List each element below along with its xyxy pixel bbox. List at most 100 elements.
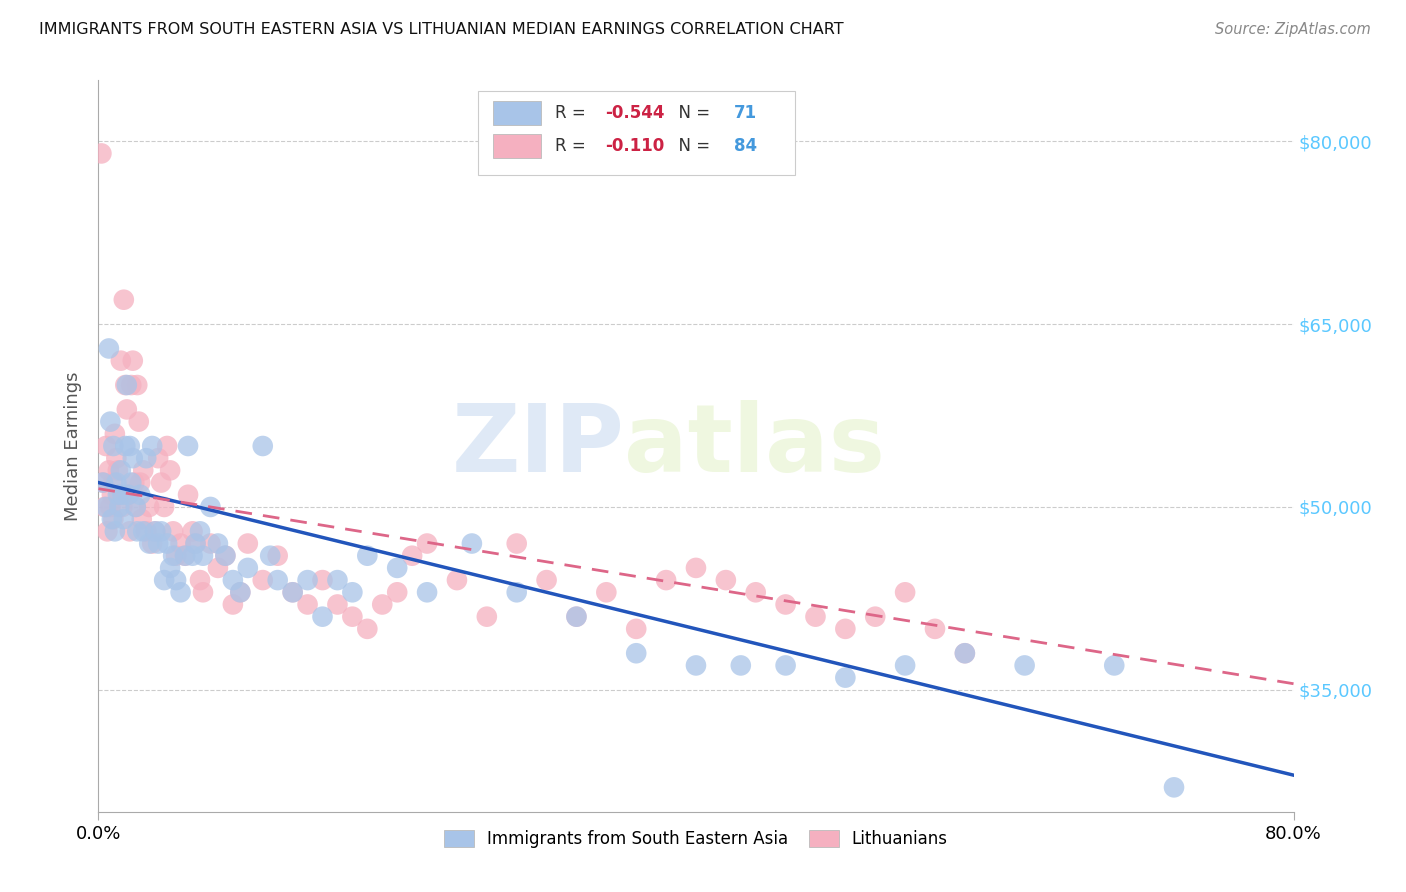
Point: [131, 512, 153, 526]
Point: [834, 622, 856, 636]
Point: [177, 439, 200, 453]
Point: [297, 573, 319, 587]
Point: [311, 609, 333, 624]
Point: [953, 646, 976, 660]
Point: [91, 475, 114, 490]
Text: -0.110: -0.110: [605, 137, 665, 155]
Point: [138, 536, 160, 550]
Legend: Immigrants from South Eastern Asia, Lithuanians: Immigrants from South Eastern Asia, Lith…: [437, 823, 955, 855]
Point: [103, 512, 125, 526]
Point: [236, 536, 259, 550]
Point: [267, 549, 290, 563]
Point: [96, 524, 118, 539]
Point: [200, 500, 222, 514]
Point: [371, 598, 394, 612]
Point: [174, 549, 197, 563]
Point: [103, 475, 125, 490]
Point: [143, 524, 166, 539]
Point: [775, 598, 797, 612]
Text: R =: R =: [555, 137, 591, 155]
Point: [101, 488, 124, 502]
Point: [156, 439, 179, 453]
Point: [120, 378, 142, 392]
Point: [191, 549, 214, 563]
Point: [141, 439, 163, 453]
Point: [111, 488, 134, 502]
Point: [111, 500, 134, 514]
Point: [115, 402, 138, 417]
Point: [281, 585, 304, 599]
Point: [214, 549, 236, 563]
Point: [416, 585, 439, 599]
Point: [162, 524, 184, 539]
Point: [156, 536, 179, 550]
FancyBboxPatch shape: [494, 135, 541, 158]
Point: [595, 585, 617, 599]
Point: [894, 658, 917, 673]
Point: [475, 609, 498, 624]
Point: [200, 536, 222, 550]
Point: [565, 609, 588, 624]
Point: [110, 463, 132, 477]
Point: [229, 585, 252, 599]
Point: [461, 536, 484, 550]
Point: [188, 524, 211, 539]
Point: [626, 622, 648, 636]
Point: [184, 536, 207, 550]
FancyBboxPatch shape: [478, 91, 796, 176]
Point: [297, 598, 319, 612]
Point: [834, 671, 856, 685]
Point: [105, 451, 128, 466]
Point: [865, 609, 887, 624]
Point: [124, 475, 146, 490]
Point: [311, 573, 333, 587]
Point: [97, 342, 120, 356]
Point: [93, 500, 115, 514]
Point: [181, 549, 204, 563]
Point: [159, 463, 181, 477]
Point: [222, 573, 245, 587]
Point: [153, 500, 176, 514]
Point: [281, 585, 304, 599]
Point: [148, 451, 170, 466]
Point: [135, 524, 157, 539]
Text: -0.544: -0.544: [605, 104, 665, 122]
Point: [207, 536, 229, 550]
Point: [953, 646, 976, 660]
Point: [745, 585, 768, 599]
Point: [184, 536, 207, 550]
Point: [229, 585, 252, 599]
Point: [117, 488, 139, 502]
Point: [112, 512, 135, 526]
Point: [150, 524, 173, 539]
Point: [127, 524, 149, 539]
Point: [105, 475, 128, 490]
Point: [385, 561, 409, 575]
Point: [714, 573, 737, 587]
Point: [110, 353, 132, 368]
Point: [91, 475, 114, 490]
Point: [356, 622, 378, 636]
Point: [214, 549, 236, 563]
Point: [90, 146, 112, 161]
Point: [894, 585, 917, 599]
Point: [121, 451, 143, 466]
Point: [326, 598, 349, 612]
Point: [191, 585, 214, 599]
Y-axis label: Median Earnings: Median Earnings: [65, 371, 83, 521]
Point: [150, 475, 173, 490]
FancyBboxPatch shape: [494, 102, 541, 125]
Point: [259, 549, 281, 563]
Point: [536, 573, 558, 587]
Point: [114, 378, 136, 392]
Point: [162, 549, 184, 563]
Text: ZIP: ZIP: [451, 400, 624, 492]
Point: [104, 524, 127, 539]
Point: [125, 500, 148, 514]
Text: atlas: atlas: [624, 400, 886, 492]
Point: [207, 561, 229, 575]
Point: [135, 451, 157, 466]
Point: [626, 646, 648, 660]
Point: [115, 378, 138, 392]
Text: R =: R =: [555, 104, 591, 122]
